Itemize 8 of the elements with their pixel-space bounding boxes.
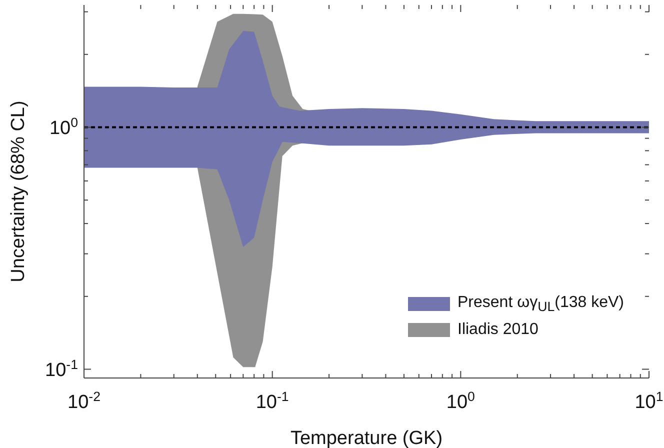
x-axis-title: Temperature (GK) [290,428,443,448]
x-tick-label: 10$^{-2}$ [68,388,100,413]
x-tick-label: 10$^{0}$ [446,388,475,413]
y-axis-title: Uncertainty (68% CL) [8,100,29,282]
legend-label: Iliadis 2010 [458,321,538,339]
legend-label: Present ωγ$_{UL}$(138 keV) [458,294,624,314]
x-tick-label: 10$^{1}$ [634,388,664,413]
x-tick-label: 10$^{-1}$ [256,388,289,413]
